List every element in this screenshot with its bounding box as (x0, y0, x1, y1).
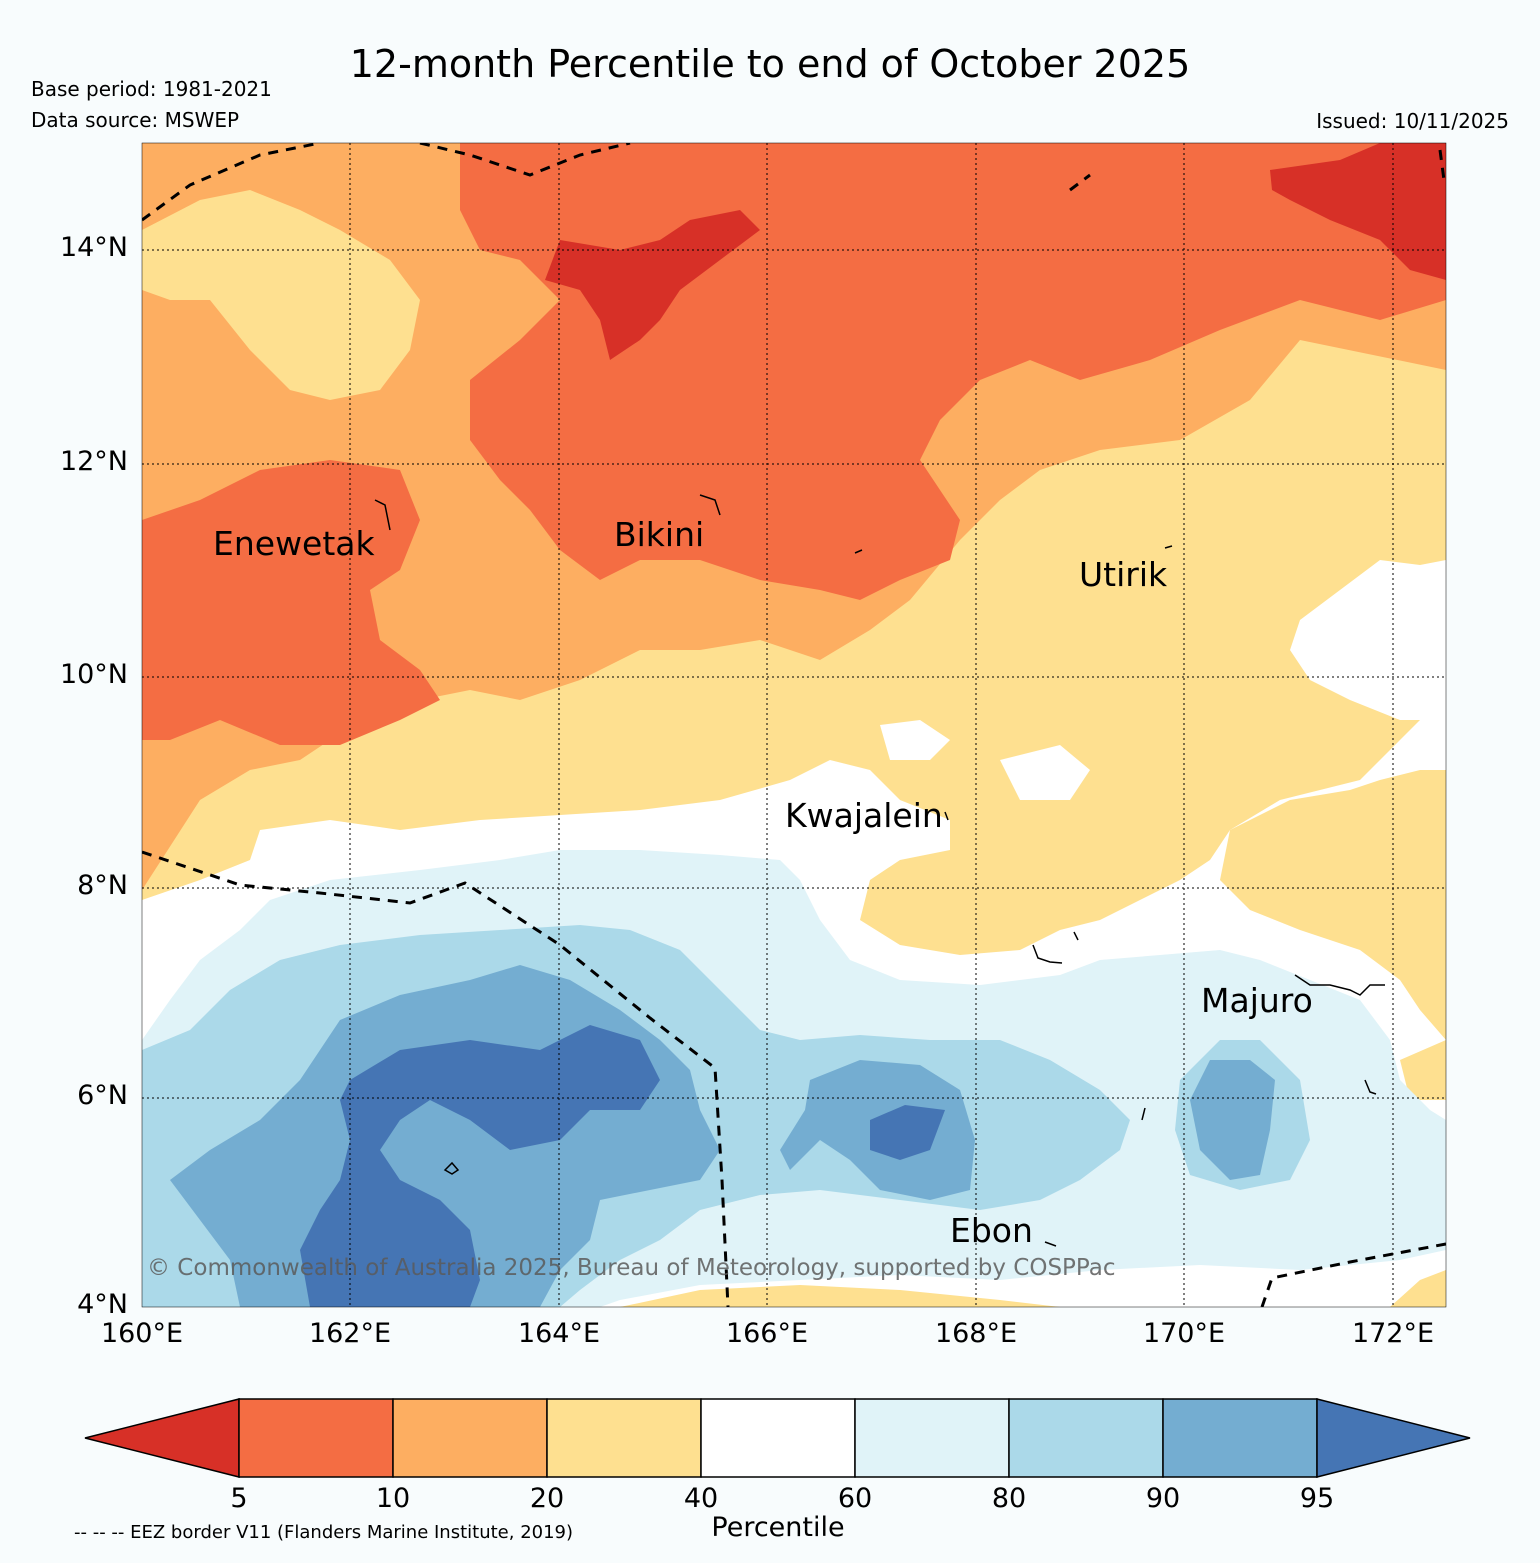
lat-label-4n: 4°N (77, 1289, 128, 1320)
colorbar-80-90 (1008, 1398, 1164, 1478)
map-frame (141, 142, 1447, 1308)
colorbar-lt5 (84, 1398, 240, 1478)
colorbar-tick-90: 90 (1145, 1483, 1181, 1514)
place-utirik: Utirik (1079, 555, 1168, 594)
data-source-label: Data source: MSWEP (31, 108, 240, 132)
band-20-40-patch (142, 190, 420, 400)
colorbar-tick-40: 40 (683, 1483, 719, 1514)
band-5-10-west (142, 460, 440, 745)
place-majuro: Majuro (1201, 981, 1313, 1020)
chart-title: 12-month Percentile to end of October 20… (349, 42, 1191, 86)
colorbar-90-95 (1162, 1398, 1318, 1478)
lon-label-170e: 170°E (1142, 1318, 1226, 1349)
place-bikini: Bikini (614, 515, 705, 554)
percentile-field (142, 143, 1446, 1307)
graticule (142, 143, 1446, 1307)
lon-label-168e: 168°E (934, 1318, 1018, 1349)
lat-label-14n: 14°N (59, 232, 128, 263)
lon-label-166e: 166°E (725, 1318, 809, 1349)
colorbar-40-60 (700, 1398, 856, 1478)
band-20-40-east (1220, 770, 1446, 1040)
place-ebon: Ebon (950, 1211, 1033, 1250)
band-gt95-west (300, 1025, 660, 1307)
colorbar (84, 1398, 1471, 1478)
colorbar-title: Percentile (711, 1512, 845, 1543)
band-20-40-east2 (1400, 1040, 1446, 1100)
lat-label-10n: 10°N (59, 659, 128, 690)
lon-label-160e: 160°E (100, 1318, 184, 1349)
lat-label-6n: 6°N (77, 1080, 128, 1111)
island-outlines (374, 494, 1385, 1247)
colorbar-tick-5: 5 (230, 1483, 248, 1514)
band-lt5-northeast (1270, 143, 1446, 280)
band-20-40-south (620, 1285, 1060, 1307)
lon-label-162e: 162°E (308, 1318, 392, 1349)
eez-border (142, 143, 1446, 1307)
colorbar-20-40 (546, 1398, 702, 1478)
colorbar-tick-20: 20 (529, 1483, 565, 1514)
colorbar-5-10 (238, 1398, 394, 1478)
copyright-notice: © Commonwealth of Australia 2025, Bureau… (147, 1255, 1116, 1281)
band-40-60-kwaj (880, 720, 950, 760)
band-lt5-bikini (545, 210, 760, 360)
lon-label-164e: 164°E (517, 1318, 601, 1349)
colorbar-tick-95: 95 (1299, 1483, 1335, 1514)
band-40-60-patch (1000, 745, 1090, 800)
base-period-label: Base period: 1981-2021 (31, 77, 272, 101)
band-gt95-central (870, 1105, 945, 1160)
issued-date-label: Issued: 10/11/2025 (1316, 109, 1509, 133)
colorbar-10-20 (392, 1398, 548, 1478)
band-40-60-east (1290, 560, 1446, 720)
band-90-95-majuro (1190, 1060, 1275, 1180)
colorbar-60-80 (854, 1398, 1010, 1478)
lat-label-12n: 12°N (59, 446, 128, 477)
lon-label-172e: 172°E (1351, 1318, 1435, 1349)
colorbar-tick-10: 10 (375, 1483, 411, 1514)
band-20-40-southeast (1390, 1270, 1446, 1307)
lat-label-8n: 8°N (77, 870, 128, 901)
colorbar-gt95 (1316, 1398, 1471, 1478)
eez-legend-note: -- -- -- EEZ border V11 (Flanders Marine… (74, 1522, 574, 1543)
colorbar-tick-60: 60 (837, 1483, 873, 1514)
place-kwajalein: Kwajalein (785, 796, 943, 835)
place-enewetak: Enewetak (213, 524, 375, 563)
colorbar-tick-80: 80 (991, 1483, 1027, 1514)
